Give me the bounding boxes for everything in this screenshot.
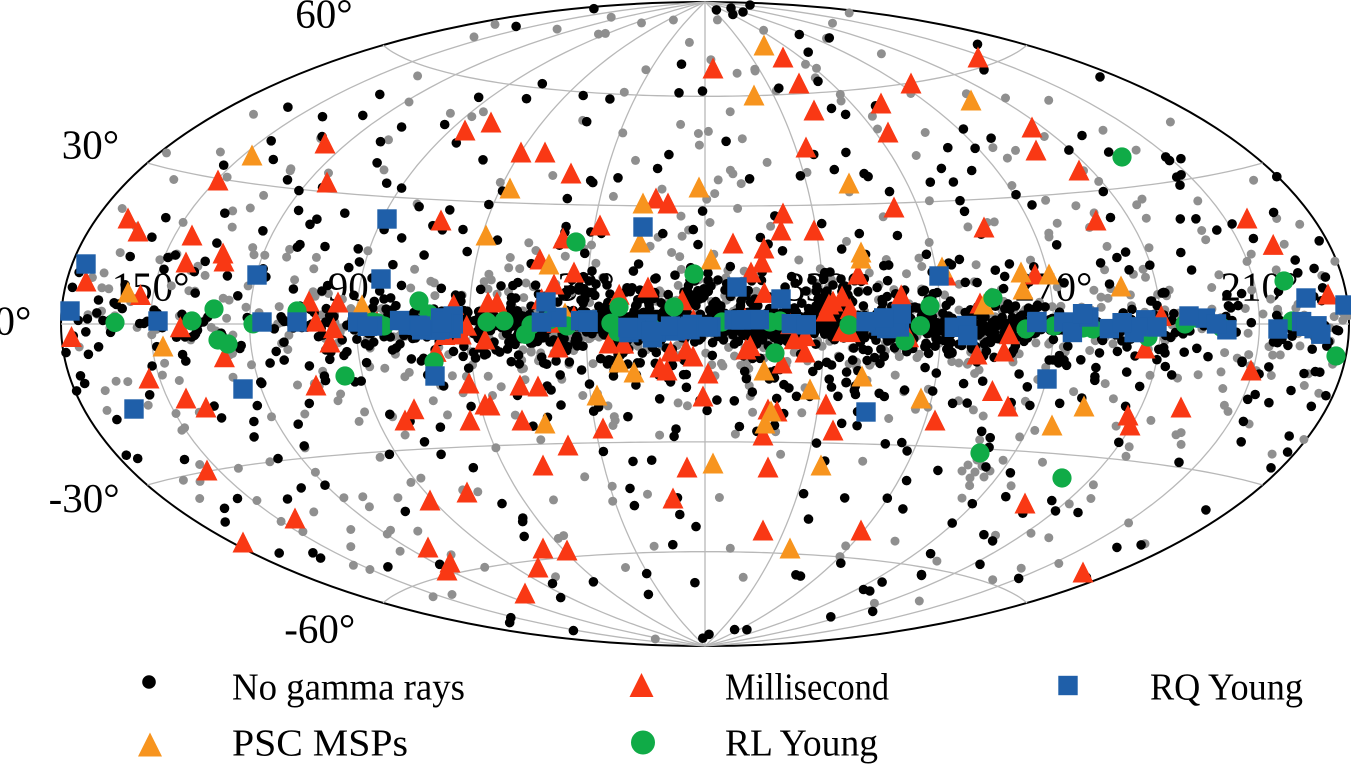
svg-text:-30°: -30°	[49, 475, 120, 521]
svg-text:60°: 60°	[295, 0, 352, 36]
svg-text:PSC MSPs: PSC MSPs	[232, 723, 408, 765]
svg-text:RQ Young: RQ Young	[1150, 667, 1303, 709]
svg-text:0°: 0°	[0, 298, 31, 344]
svg-text:-60°: -60°	[284, 605, 355, 651]
svg-text:RL Young: RL Young	[725, 723, 878, 765]
svg-text:30°: 30°	[62, 122, 119, 168]
svg-text:No gamma rays: No gamma rays	[232, 667, 465, 709]
svg-text:Millisecond: Millisecond	[725, 667, 889, 709]
